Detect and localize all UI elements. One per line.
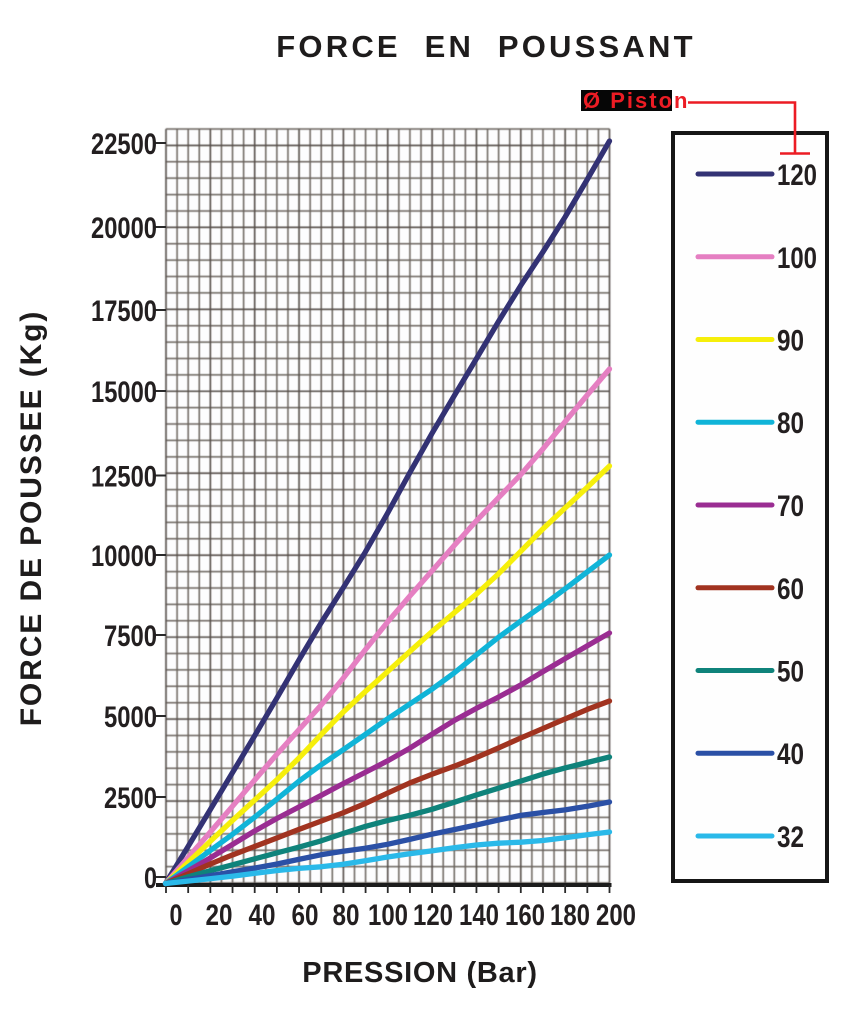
svg-text:80: 80 (777, 407, 804, 440)
svg-text:FORCE EN POUSSANT: FORCE EN POUSSANT (276, 29, 695, 64)
svg-text:200: 200 (596, 899, 636, 932)
svg-text:12500: 12500 (91, 461, 157, 494)
svg-text:17500: 17500 (91, 295, 157, 328)
svg-text:50: 50 (777, 656, 804, 689)
svg-text:100: 100 (368, 899, 408, 932)
svg-text:140: 140 (459, 899, 499, 932)
svg-text:7500: 7500 (104, 620, 157, 653)
svg-text:90: 90 (777, 325, 804, 358)
svg-text:20: 20 (206, 899, 233, 932)
svg-text:60: 60 (292, 899, 319, 932)
svg-text:40: 40 (249, 899, 276, 932)
svg-text:PRESSION (Bar): PRESSION (Bar) (302, 957, 537, 989)
svg-text:0: 0 (170, 899, 183, 932)
svg-text:100: 100 (777, 242, 817, 275)
svg-text:160: 160 (505, 899, 545, 932)
svg-text:22500: 22500 (91, 128, 157, 161)
svg-text:70: 70 (777, 490, 804, 523)
svg-text:60: 60 (777, 573, 804, 606)
svg-text:10000: 10000 (91, 540, 157, 573)
svg-text:15000: 15000 (91, 376, 157, 409)
svg-text:2500: 2500 (104, 782, 157, 815)
svg-text:20000: 20000 (91, 212, 157, 245)
svg-text:180: 180 (550, 899, 590, 932)
svg-text:5000: 5000 (104, 701, 157, 734)
svg-text:32: 32 (777, 821, 804, 854)
svg-text:80: 80 (333, 899, 360, 932)
svg-text:120: 120 (413, 899, 453, 932)
svg-text:40: 40 (777, 738, 804, 771)
svg-text:FORCE DE POUSSEE (Kg): FORCE DE POUSSEE (Kg) (15, 310, 48, 727)
svg-text:Ø Piston: Ø Piston (583, 88, 689, 113)
svg-text:120: 120 (777, 159, 817, 192)
svg-text:0: 0 (144, 862, 157, 895)
